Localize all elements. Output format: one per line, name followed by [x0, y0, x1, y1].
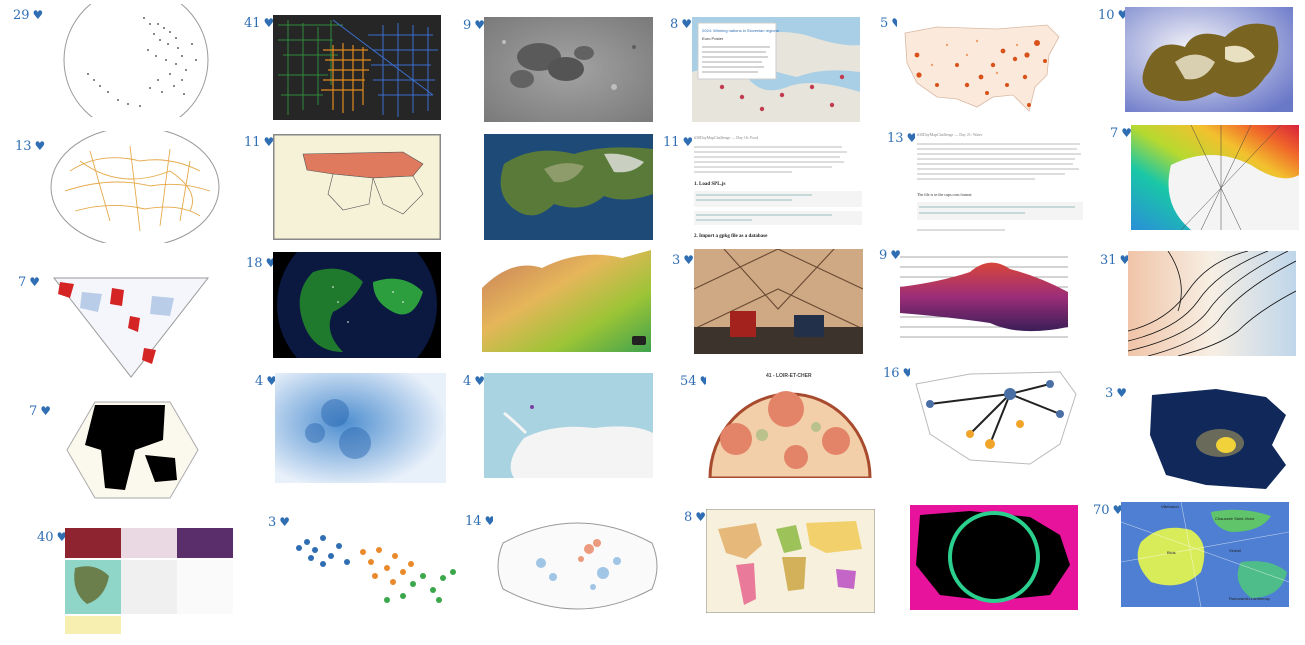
heart-icon: ♥ — [484, 514, 496, 528]
thumbnail-notebook-food: #30DayMapChallenge — Day 16: Food 1. Loa… — [692, 133, 864, 243]
likes-count: 13 ♥ — [887, 131, 918, 146]
thumbnail-lunar-surface — [484, 17, 653, 122]
heart-icon: ♥ — [474, 18, 486, 32]
likes-count: 14 ♥ — [465, 514, 496, 529]
heart-icon: ♥ — [56, 530, 68, 544]
heart-icon: ♥ — [906, 131, 918, 145]
heart-icon: ♥ — [263, 135, 275, 149]
thumbnail-europe-popup: 2024: Winning nations in Slovenian regio… — [692, 17, 860, 122]
heart-icon: ♥ — [474, 374, 486, 388]
likes-count: 7 ♥ — [18, 275, 41, 290]
thumbnail-dot-clusters — [293, 528, 459, 610]
thumbnail-magenta-circle — [910, 505, 1078, 610]
likes-count: 8 ♥ — [670, 17, 693, 32]
thumbnail-world-political — [706, 509, 875, 613]
thumbnail-3d-terrain — [482, 248, 651, 352]
likes-count: 54 ♥ — [680, 374, 711, 389]
thumbnail-voronoi-city: Chaussée Saint-Victor Blois Vineuil Vill… — [1121, 502, 1289, 607]
heart-icon: ♥ — [681, 17, 693, 31]
thumbnail-world-bubbles — [493, 513, 662, 619]
thumbnail-distorted-globe — [1125, 7, 1293, 112]
thumbnail-loir-et-cher: 41 - LOIR-ET-CHER — [706, 369, 874, 478]
heart-icon: ♥ — [40, 404, 52, 418]
svg-text:2. Import a gpkg file as a dat: 2. Import a gpkg file as a database — [694, 234, 768, 239]
thumbnail-us-flow — [910, 364, 1080, 474]
svg-text:Romorantin-Lanthenay: Romorantin-Lanthenay — [1229, 596, 1270, 601]
thumbnail-street-network — [273, 15, 441, 120]
likes-count: 41 ♥ — [244, 16, 275, 31]
likes-count: 7 ♥ — [1110, 126, 1133, 141]
heart-icon: ♥ — [34, 139, 46, 153]
likes-count: 40 ♥ — [37, 530, 68, 545]
svg-text:Villebarou: Villebarou — [1161, 504, 1179, 509]
heart-icon: ♥ — [902, 366, 914, 380]
vr-icon — [632, 336, 646, 345]
heart-icon: ♥ — [683, 253, 695, 267]
heart-icon: ♥ — [32, 8, 44, 22]
heart-icon: ♥ — [29, 275, 41, 289]
likes-count: 5 ♥ — [880, 16, 903, 31]
heart-icon: ♥ — [695, 510, 707, 524]
svg-text:#30DayMapChallenge — Day 16: F: #30DayMapChallenge — Day 16: Food — [694, 135, 758, 140]
likes-count: 70 ♥ — [1093, 503, 1124, 518]
svg-text:41 - LOIR-ET-CHER: 41 - LOIR-ET-CHER — [766, 373, 812, 379]
heart-icon: ♥ — [265, 256, 277, 270]
heart-icon: ♥ — [1117, 8, 1129, 22]
likes-count: 8 ♥ — [684, 510, 707, 525]
thumbnail-small-multiples — [65, 528, 233, 634]
thumbnail-triangle-projection — [52, 276, 210, 379]
svg-text:Chaussée Saint-Victor: Chaussée Saint-Victor — [1215, 516, 1255, 521]
heart-icon: ♥ — [890, 248, 902, 262]
likes-count: 3 ♥ — [1105, 386, 1128, 401]
svg-text:#30DayMapChallenge — Day 21: W: #30DayMapChallenge — Day 21: Water — [917, 132, 983, 137]
heart-icon: ♥ — [891, 16, 903, 30]
heart-icon: ♥ — [1121, 126, 1133, 140]
thumbnail-contours — [1128, 251, 1296, 356]
likes-count: 3 ♥ — [268, 515, 291, 530]
svg-text:Vineuil: Vineuil — [1229, 548, 1241, 553]
likes-count: 11 ♥ — [244, 135, 275, 150]
thumbnail-world-russia — [273, 134, 441, 240]
heart-icon: ♥ — [266, 374, 278, 388]
thumbnail-dome-room — [694, 249, 863, 354]
likes-count: 3 ♥ — [672, 253, 695, 268]
thumbnail-us-population — [897, 15, 1065, 120]
likes-count: 31 ♥ — [1100, 253, 1131, 268]
thumbnail-antarctica — [484, 373, 653, 478]
likes-count: 9 ♥ — [879, 248, 902, 263]
svg-text:2024: Winning nations in Slove: 2024: Winning nations in Slovenian regio… — [702, 28, 779, 33]
likes-count: 10 ♥ — [1098, 8, 1129, 23]
likes-count: 16 ♥ — [883, 366, 914, 381]
thumbnail-blue-density — [275, 373, 446, 483]
likes-count: 4 ♥ — [463, 374, 486, 389]
heart-icon: ♥ — [1112, 503, 1124, 517]
svg-text:The file is in the cups.com fo: The file is in the cups.com format: — [917, 192, 972, 197]
svg-text:Blois: Blois — [1167, 550, 1176, 555]
thumbnail-dotted-globe — [58, 4, 213, 117]
likes-count: 9 ♥ — [463, 18, 486, 33]
likes-count: 4 ♥ — [255, 374, 278, 389]
thumbnail-satellite-alaska — [484, 134, 653, 240]
thumbnail-notebook-water: #30DayMapChallenge — Day 21: Water The f… — [915, 130, 1085, 242]
likes-count: 18 ♥ — [246, 256, 277, 271]
thumbnail-rainbow-polar — [1131, 125, 1299, 230]
likes-count: 11 ♥ — [663, 135, 694, 150]
heart-icon: ♥ — [279, 515, 291, 529]
thumbnail-ridgeline — [900, 247, 1068, 353]
likes-count: 13 ♥ — [15, 139, 46, 154]
likes-count: 29 ♥ — [13, 8, 44, 23]
svg-text:1. Load SPL.js: 1. Load SPL.js — [694, 182, 725, 187]
thumbnail-hexagon-continents — [65, 400, 200, 500]
thumbnail-night-earth — [273, 252, 441, 358]
likes-count: 7 ♥ — [29, 404, 52, 419]
heart-icon: ♥ — [263, 16, 275, 30]
svg-text:Euro Poster: Euro Poster — [702, 36, 724, 41]
heart-icon: ♥ — [1116, 386, 1128, 400]
heart-icon: ♥ — [682, 135, 694, 149]
heart-icon: ♥ — [699, 374, 711, 388]
thumbnail-heatmap-region — [1146, 385, 1292, 492]
heart-icon: ♥ — [1119, 253, 1131, 267]
thumbnail-globe-lines — [50, 131, 220, 243]
